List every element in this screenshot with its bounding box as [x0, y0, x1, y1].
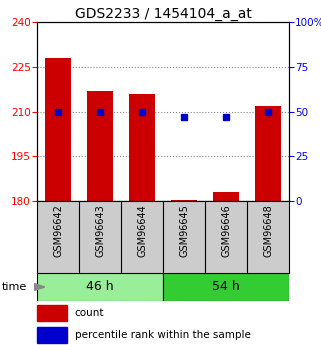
Bar: [256, 106, 281, 201]
Text: GSM96643: GSM96643: [95, 205, 105, 257]
Text: GSM96645: GSM96645: [179, 205, 189, 257]
Text: count: count: [75, 308, 104, 318]
Title: GDS2233 / 1454104_a_at: GDS2233 / 1454104_a_at: [74, 7, 251, 21]
Text: time: time: [2, 282, 27, 292]
Text: percentile rank within the sample: percentile rank within the sample: [75, 330, 251, 340]
Text: GSM96642: GSM96642: [53, 205, 63, 257]
Bar: [87, 91, 113, 201]
Polygon shape: [34, 283, 45, 290]
Bar: [129, 93, 155, 201]
Text: GSM96648: GSM96648: [263, 205, 273, 257]
Text: 46 h: 46 h: [86, 280, 114, 294]
Text: GSM96644: GSM96644: [137, 205, 147, 257]
Bar: [171, 199, 196, 201]
Bar: [37, 327, 67, 343]
Bar: [37, 273, 163, 301]
Bar: [213, 192, 239, 201]
Bar: [37, 305, 67, 321]
Bar: [45, 58, 71, 201]
Text: 54 h: 54 h: [212, 280, 240, 294]
Bar: [163, 273, 289, 301]
Text: GSM96646: GSM96646: [221, 205, 231, 257]
